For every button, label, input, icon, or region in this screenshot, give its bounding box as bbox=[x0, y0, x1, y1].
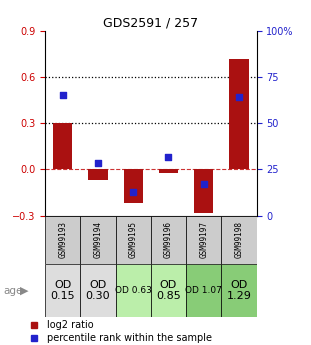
Text: OD
0.30: OD 0.30 bbox=[86, 280, 110, 302]
Title: GDS2591 / 257: GDS2591 / 257 bbox=[103, 17, 198, 30]
Bar bbox=[45, 264, 80, 317]
Text: OD 0.63: OD 0.63 bbox=[115, 286, 152, 295]
Bar bbox=[151, 216, 186, 264]
Bar bbox=[221, 216, 257, 264]
Text: GSM99197: GSM99197 bbox=[199, 221, 208, 258]
Text: OD
0.15: OD 0.15 bbox=[50, 280, 75, 302]
Bar bbox=[151, 264, 186, 317]
Text: GSM99193: GSM99193 bbox=[58, 221, 67, 258]
Text: percentile rank within the sample: percentile rank within the sample bbox=[47, 333, 211, 343]
Bar bbox=[53, 123, 72, 169]
Point bbox=[95, 160, 100, 166]
Point bbox=[131, 189, 136, 194]
Bar bbox=[229, 59, 249, 169]
Text: GSM99198: GSM99198 bbox=[234, 221, 244, 258]
Text: OD
1.29: OD 1.29 bbox=[226, 280, 251, 302]
Bar bbox=[116, 216, 151, 264]
Text: OD 1.07: OD 1.07 bbox=[185, 286, 222, 295]
Bar bbox=[123, 169, 143, 203]
Bar bbox=[159, 169, 178, 172]
Text: GSM99195: GSM99195 bbox=[129, 221, 138, 258]
Text: ▶: ▶ bbox=[20, 286, 29, 296]
Bar bbox=[186, 216, 221, 264]
Bar bbox=[186, 264, 221, 317]
Text: age: age bbox=[3, 286, 22, 296]
Text: GSM99196: GSM99196 bbox=[164, 221, 173, 258]
Point bbox=[60, 92, 65, 98]
Bar bbox=[116, 264, 151, 317]
Point bbox=[166, 155, 171, 160]
Text: OD
0.85: OD 0.85 bbox=[156, 280, 181, 302]
Bar bbox=[80, 264, 116, 317]
Bar bbox=[194, 169, 213, 213]
Bar bbox=[88, 169, 108, 180]
Text: GSM99194: GSM99194 bbox=[94, 221, 102, 258]
Bar bbox=[80, 216, 116, 264]
Text: log2 ratio: log2 ratio bbox=[47, 320, 93, 329]
Point bbox=[236, 94, 241, 99]
Bar bbox=[221, 264, 257, 317]
Point bbox=[201, 181, 206, 187]
Bar bbox=[45, 216, 80, 264]
